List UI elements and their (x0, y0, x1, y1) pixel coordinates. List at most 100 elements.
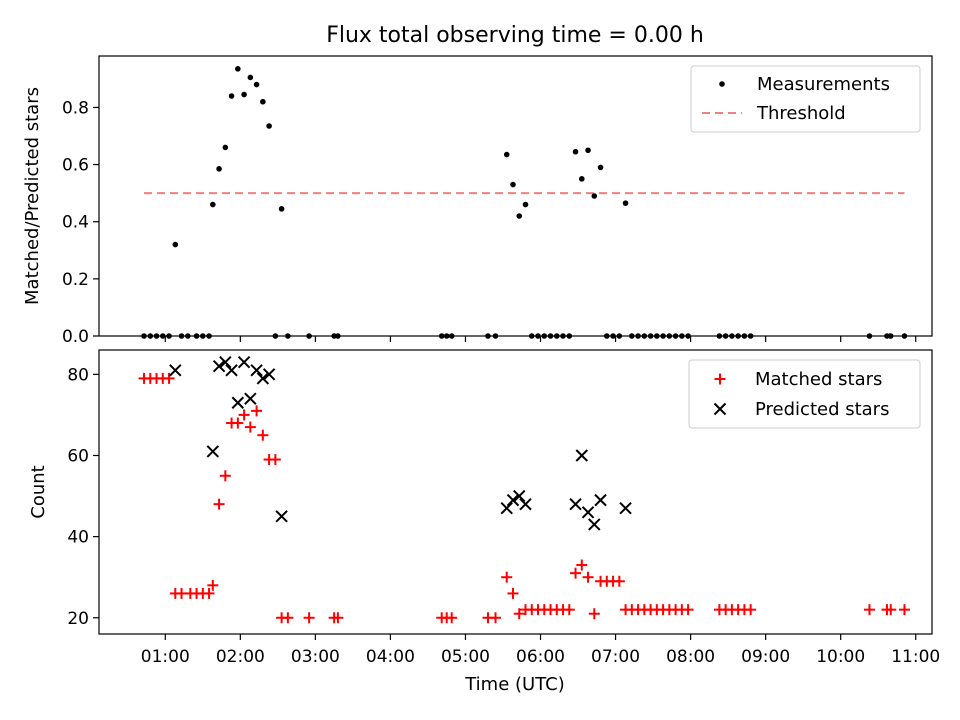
matched-star-point (219, 470, 231, 482)
measurement-point (591, 193, 598, 199)
matched-star-point (576, 559, 588, 571)
x-tick-label: 05:00 (441, 647, 490, 667)
predicted-star-point-b (237, 355, 251, 369)
top-legend-box (690, 65, 921, 133)
measurement-point (335, 333, 341, 339)
predicted-star-point (275, 510, 288, 523)
measurement-point (604, 333, 610, 339)
measurement-point (729, 333, 735, 339)
bottom-y-tick-label: 20 (67, 609, 89, 629)
measurement-point (141, 333, 147, 339)
measurement-point (541, 333, 548, 339)
matched-star-point (863, 604, 875, 616)
measurement-point (510, 181, 516, 188)
matched-star-point (682, 604, 694, 616)
predicted-star-point (262, 368, 276, 381)
matched-star-point (238, 409, 250, 421)
predicted-star-point (250, 364, 263, 377)
matched-star-point (446, 612, 458, 624)
measurement-point (485, 333, 491, 339)
measurement-point (647, 333, 654, 339)
bottom-panel: 20 40 60 80 01:00 02:00 03:00 04:00 05:00 06:00 07… (28, 349, 940, 695)
legend-threshold-label: Threshold (756, 103, 846, 124)
measurement-point (585, 147, 591, 154)
matched-star-point (885, 604, 897, 616)
measurement-point (228, 93, 235, 99)
measurement-point (222, 144, 229, 151)
predicted-star-point (506, 493, 520, 507)
x-tick-label: 06:00 (516, 647, 565, 667)
predicted-star-point (519, 497, 532, 511)
measurement-point (597, 164, 604, 171)
measurement-point (887, 333, 894, 339)
matched-star-point (203, 587, 215, 599)
measurement-point (528, 333, 535, 339)
predicted-star-point-b (619, 502, 632, 515)
measurement-point (622, 200, 629, 206)
legend-measurement-marker (719, 81, 725, 87)
measurement-point (266, 123, 272, 129)
measurement-point (206, 333, 212, 339)
predicted-star-point-b (519, 497, 532, 511)
measurement-point (535, 333, 541, 339)
measurement-point (260, 98, 266, 105)
measurement-point (235, 66, 241, 72)
predicted-star-point (256, 372, 270, 385)
measurement-point (516, 213, 523, 219)
predicted-star-point-b (231, 396, 245, 409)
measurement-point (278, 206, 285, 212)
measurement-point (200, 333, 206, 339)
measurement-point (747, 333, 754, 339)
measurement-point (679, 333, 685, 339)
matched-star-point (213, 498, 225, 510)
measurement-point (685, 333, 691, 339)
predicted-star-point-b (225, 364, 238, 377)
predicted-star-point (619, 502, 632, 515)
measurement-point (438, 333, 445, 339)
x-tick-label: 03:00 (291, 647, 340, 667)
measurement-point (159, 333, 166, 339)
top-y-tick-label: 0.4 (62, 213, 89, 233)
measurement-point (660, 333, 666, 339)
x-tick-label: 07:00 (591, 647, 640, 667)
measurement-point (672, 333, 679, 339)
measurement-point (572, 148, 579, 155)
measurement-point (741, 333, 748, 339)
measurement-point (193, 333, 200, 339)
measurement-point (172, 241, 179, 248)
legend-predicted-marker-b (713, 402, 727, 416)
measurement-point (178, 333, 185, 339)
measurement-point (716, 333, 723, 339)
measurement-point (578, 176, 585, 182)
predicted-star-point-b (581, 506, 595, 519)
matched-star-point (282, 612, 294, 624)
measurement-point (566, 333, 573, 339)
legend-matched-marker (714, 373, 726, 385)
predicted-star-point (588, 518, 601, 531)
measurement-point (306, 333, 312, 339)
matched-star-point (507, 587, 519, 599)
bottom-y-tick-label: 80 (67, 365, 89, 385)
matched-star-point (232, 417, 244, 429)
predicted-star-point (231, 396, 245, 409)
predicted-star-point-b (575, 449, 588, 462)
bottom-y-tick-label: 40 (67, 528, 89, 548)
matched-star-point (563, 604, 575, 616)
predicted-star-point-b (262, 368, 276, 381)
measurement-point (522, 201, 529, 208)
predicted-star-point-b (500, 502, 513, 515)
x-tick-label: 01:00 (141, 647, 190, 667)
measurement-point (241, 91, 247, 98)
top-y-axis-label: Matched/Predicted stars (22, 87, 43, 305)
matched-star-point (513, 608, 525, 620)
measurement-point (185, 333, 191, 339)
matched-star-point (257, 429, 269, 441)
x-tick-label: 08:00 (666, 647, 715, 667)
predicted-star-point-b (594, 493, 607, 507)
x-axis-label: Time (UTC) (464, 674, 565, 695)
measurement-point (610, 333, 616, 339)
measurement-point (210, 201, 216, 208)
measurement-point (247, 74, 254, 81)
measurement-point (547, 333, 554, 339)
